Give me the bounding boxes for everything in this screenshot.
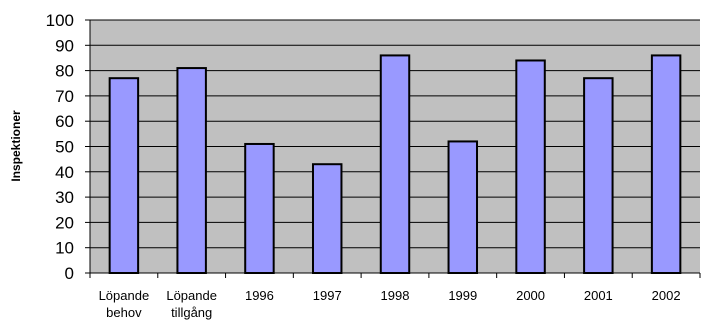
x-tick-label: 2000: [516, 288, 545, 303]
bar: [311, 163, 343, 275]
x-tick-label: Löpande tillgång: [166, 288, 217, 320]
y-tick-label: 80: [55, 62, 74, 81]
y-axis-label: Inspektioner: [9, 110, 23, 182]
y-tick-label: 0: [65, 264, 74, 283]
y-tick-label: 70: [55, 87, 74, 106]
bar: [650, 54, 682, 274]
bar: [583, 77, 614, 274]
bars: [108, 54, 682, 275]
y-tick-label: 30: [55, 188, 74, 207]
y-tick-label: 50: [55, 138, 74, 157]
y-tick-label: 40: [55, 163, 74, 182]
bar: [515, 59, 546, 275]
bar: [379, 54, 411, 274]
y-axis-ticks: 0 10 20 30 40 50 60 70 80 90 100: [46, 11, 90, 283]
y-tick-label: 100: [46, 11, 74, 30]
x-axis-ticks: Löpande behov Löpande tillgång 1996 1997 1998 1…: [89, 273, 701, 320]
x-tick-label: 1997: [313, 288, 342, 303]
x-tick-label: 2001: [584, 288, 613, 303]
y-tick-label: 60: [55, 112, 74, 131]
x-tick-label: 1996: [245, 288, 274, 303]
x-tick-label: Löpande behov: [99, 288, 150, 320]
bar: [176, 67, 207, 274]
bar: [244, 142, 275, 274]
bar: [447, 140, 479, 274]
y-tick-label: 20: [55, 213, 74, 232]
x-tick-label: 1998: [381, 288, 410, 303]
bar: [108, 77, 140, 274]
y-tick-label: 90: [55, 36, 74, 55]
x-tick-label: 1999: [448, 288, 477, 303]
y-tick-label: 10: [55, 239, 74, 258]
x-tick-label: 2002: [652, 288, 681, 303]
